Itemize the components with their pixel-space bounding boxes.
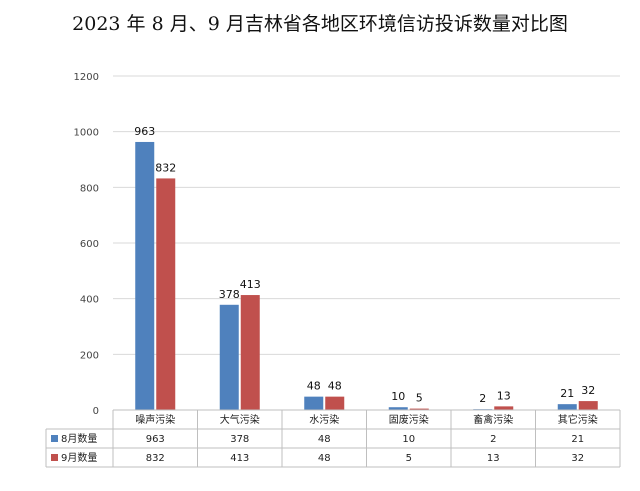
y-tick-label: 800 [80, 183, 99, 194]
y-tick-label: 1200 [74, 72, 99, 83]
data-label: 10 [391, 390, 405, 403]
data-label: 13 [497, 389, 511, 402]
data-label: 48 [328, 380, 342, 393]
bar [135, 141, 155, 410]
data-label: 413 [240, 278, 261, 291]
bar [156, 178, 176, 410]
legend-swatch [51, 435, 58, 442]
data-label: 48 [307, 380, 321, 393]
data-label: 832 [155, 161, 176, 174]
bar [557, 404, 577, 410]
bar [578, 401, 598, 410]
table-cell: 13 [487, 453, 500, 464]
bar [409, 408, 429, 410]
data-label: 21 [560, 387, 574, 400]
table-cell: 48 [318, 434, 331, 445]
bar [494, 406, 514, 410]
data-label: 963 [134, 125, 155, 138]
table-cell: 832 [146, 453, 165, 464]
y-tick-label: 0 [93, 406, 99, 417]
x-tick-label: 大气污染 [220, 413, 260, 426]
table-cell: 5 [406, 453, 412, 464]
data-label: 2 [479, 392, 486, 405]
gridlines [113, 75, 620, 411]
bars [135, 141, 598, 410]
data-label: 5 [416, 392, 423, 405]
x-tick-label: 畜禽污染 [473, 413, 513, 426]
x-tick-label: 固废污染 [389, 413, 429, 426]
table-cell: 10 [402, 434, 415, 445]
bar [388, 407, 408, 410]
table-cell: 21 [571, 434, 584, 445]
x-tick-label: 噪声污染 [135, 413, 175, 426]
data-label: 378 [219, 288, 240, 301]
legend-label: 8月数量 [61, 432, 97, 445]
y-tick-label: 1000 [74, 128, 99, 139]
x-tick-label: 其它污染 [558, 413, 598, 426]
table-cell: 378 [230, 434, 249, 445]
bar [325, 396, 345, 410]
table-cell: 2 [490, 434, 496, 445]
table-cell: 963 [146, 434, 165, 445]
bar [219, 304, 239, 410]
y-tick-label: 200 [80, 350, 99, 361]
table-cell: 48 [318, 453, 331, 464]
y-axis: 0 200 400 600 800 1000 1200 [74, 72, 99, 417]
data-labels: 963 378 48 10 2 21 832 413 48 5 13 32 [134, 125, 595, 405]
x-tick-label: 水污染 [309, 413, 339, 426]
y-tick-label: 600 [80, 239, 99, 250]
legend-swatch [51, 454, 58, 461]
table-cell: 413 [230, 453, 249, 464]
data-table: 噪声污染 大气污染 水污染 固废污染 畜禽污染 其它污染 8月数量 963 378 48 10 2 21… [45, 409, 621, 468]
y-tick-label: 400 [80, 295, 99, 306]
chart-title: 2023 年 8 月、9 月吉林省各地区环境信访投诉数量对比图 [72, 13, 568, 35]
legend-label: 9月数量 [61, 451, 97, 464]
data-label: 32 [581, 384, 595, 397]
bar [304, 396, 324, 410]
table-cell: 32 [571, 453, 584, 464]
bar [240, 295, 260, 410]
